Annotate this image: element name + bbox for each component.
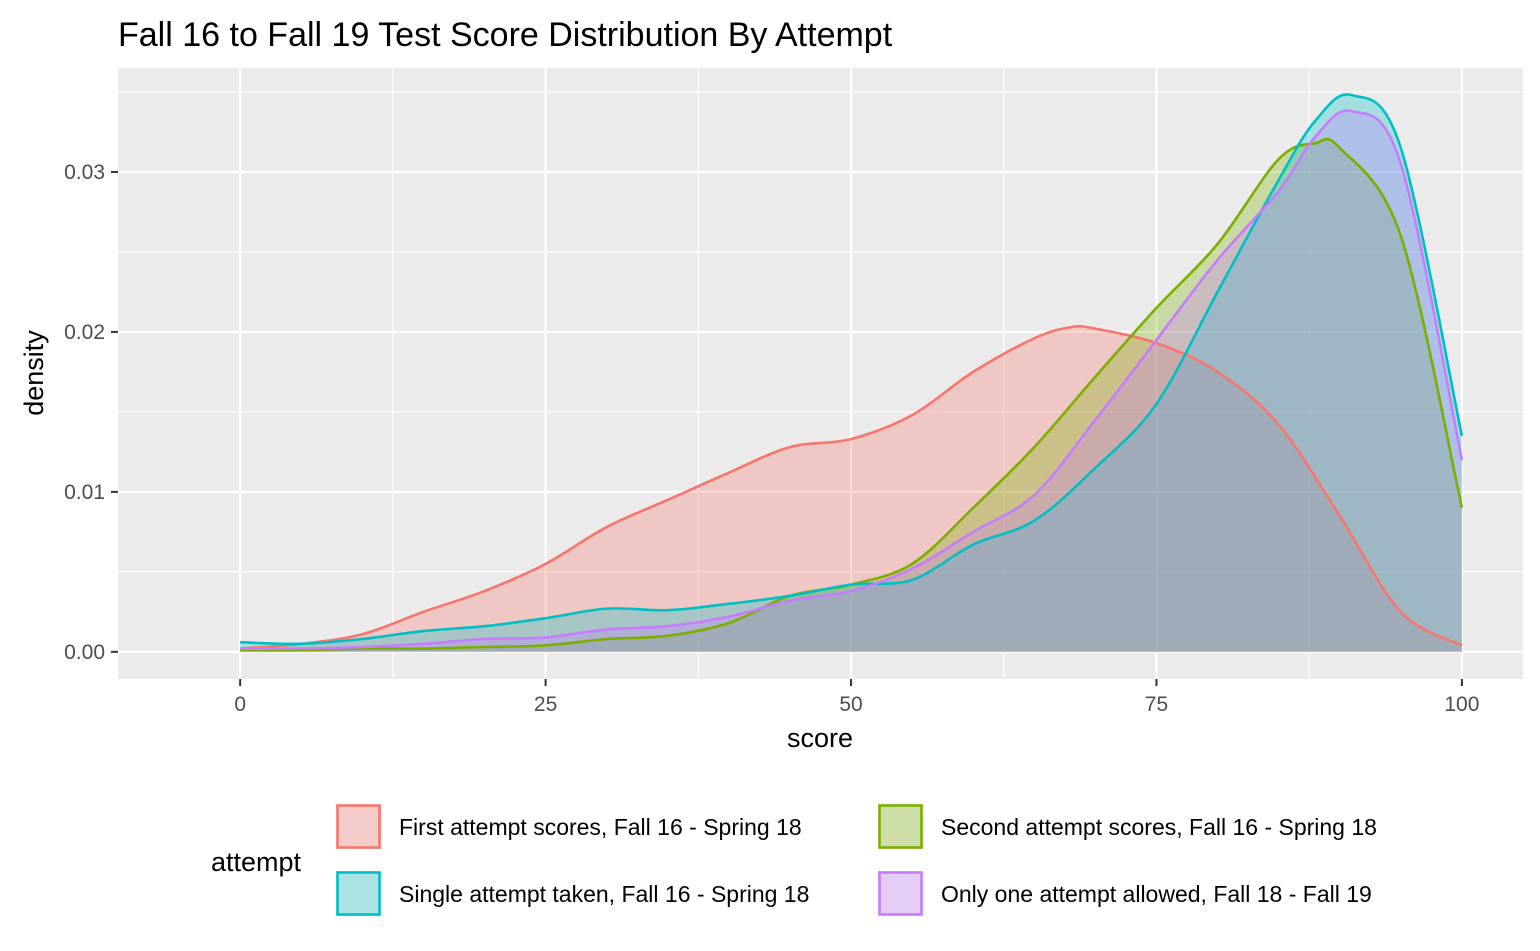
chart-title: Fall 16 to Fall 19 Test Score Distributi… [118, 16, 893, 54]
density-lines [240, 93, 1464, 652]
plot-panel [118, 68, 1523, 679]
density-line-series-1 [240, 324, 1463, 650]
legend-key-series-1 [336, 804, 381, 849]
x-tick-label: 75 [1145, 693, 1168, 716]
legend-label-series-3: Single attempt taken, Fall 16 - Spring 1… [399, 881, 809, 907]
density-area-series-2 [240, 138, 1462, 652]
y-tick-label: 0.02 [64, 321, 105, 344]
density-area-series-1 [240, 326, 1462, 652]
legend-key-series-2 [878, 804, 923, 849]
legend-key-series-4 [878, 871, 923, 916]
x-tick-label: 0 [234, 693, 246, 716]
legend-label-series-2: Second attempt scores, Fall 16 - Spring … [941, 814, 1377, 840]
legend-label-series-1: First attempt scores, Fall 16 - Spring 1… [399, 814, 802, 840]
legend: attempt First attempt scores, Fall 16 - … [211, 804, 1377, 916]
y-tick-label: 0.00 [64, 641, 105, 664]
legend-key-background [336, 804, 381, 849]
major-gridlines [118, 68, 1523, 679]
y-axis-title: density [19, 330, 49, 416]
legend-key-series-3 [336, 871, 381, 916]
legend-key-background [336, 871, 381, 916]
x-tick-label: 100 [1444, 693, 1479, 716]
x-axis: 0 25 50 75 100 [234, 679, 1479, 716]
density-areas [240, 94, 1462, 652]
density-area-series-4 [240, 110, 1462, 652]
legend-title: attempt [211, 847, 302, 877]
x-axis-title: score [787, 723, 853, 753]
minor-gridlines [118, 68, 1523, 679]
legend-key-background [878, 871, 923, 916]
density-line-series-4 [240, 109, 1464, 651]
y-axis: 0.00 0.01 0.02 0.03 [64, 161, 118, 664]
density-line-series-3 [240, 93, 1464, 646]
legend-label-series-4: Only one attempt allowed, Fall 18 - Fall… [941, 881, 1372, 907]
x-tick-label: 25 [534, 693, 557, 716]
x-tick-label: 50 [839, 693, 862, 716]
y-tick-label: 0.01 [64, 481, 105, 504]
legend-key-background [878, 804, 923, 849]
density-line-series-2 [240, 137, 1464, 652]
density-area-series-3 [240, 94, 1462, 652]
y-tick-label: 0.03 [64, 161, 105, 184]
